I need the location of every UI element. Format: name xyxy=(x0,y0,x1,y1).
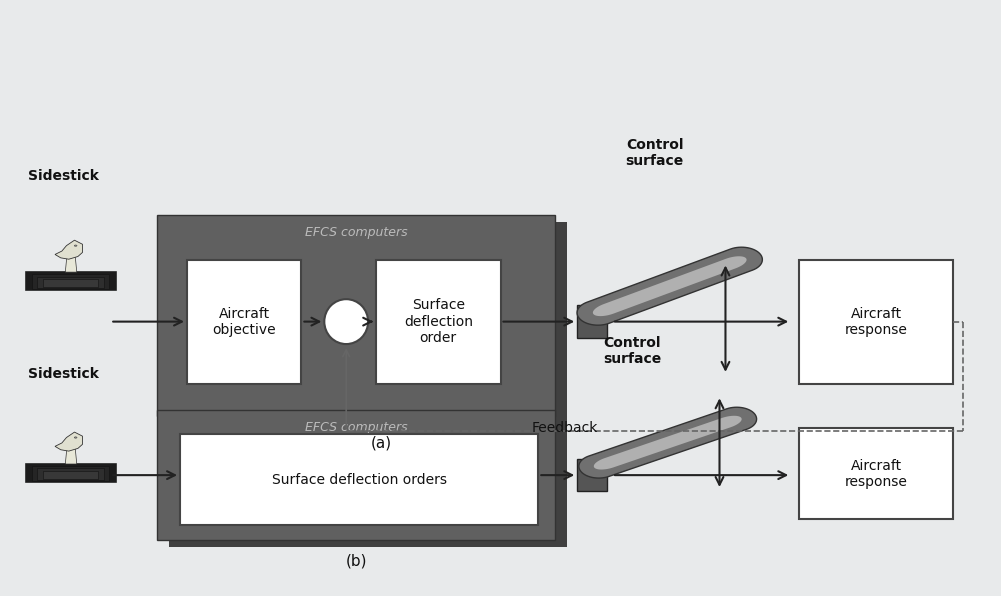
FancyBboxPatch shape xyxy=(578,459,607,491)
Polygon shape xyxy=(43,471,98,479)
FancyBboxPatch shape xyxy=(169,222,568,423)
FancyBboxPatch shape xyxy=(799,260,953,384)
FancyBboxPatch shape xyxy=(376,260,500,384)
Text: Aircraft
objective: Aircraft objective xyxy=(212,306,276,337)
Text: Control
surface: Control surface xyxy=(603,336,661,366)
Polygon shape xyxy=(37,277,104,288)
Polygon shape xyxy=(43,279,98,287)
Ellipse shape xyxy=(74,437,77,438)
Ellipse shape xyxy=(324,299,368,344)
Text: EFCS computers: EFCS computers xyxy=(305,421,407,434)
Ellipse shape xyxy=(74,245,77,246)
Text: Surface
deflection
order: Surface deflection order xyxy=(403,299,472,345)
Text: Surface deflection orders: Surface deflection orders xyxy=(271,473,446,486)
Polygon shape xyxy=(32,274,109,289)
Text: Sidestick: Sidestick xyxy=(28,367,98,381)
Text: (b): (b) xyxy=(345,553,367,568)
Polygon shape xyxy=(55,432,82,451)
Polygon shape xyxy=(55,240,82,259)
FancyBboxPatch shape xyxy=(169,417,568,547)
FancyBboxPatch shape xyxy=(578,305,607,338)
Polygon shape xyxy=(37,468,104,480)
Text: (a): (a) xyxy=(370,435,391,450)
Polygon shape xyxy=(578,247,763,325)
FancyBboxPatch shape xyxy=(187,260,301,384)
Polygon shape xyxy=(593,256,747,316)
FancyBboxPatch shape xyxy=(799,428,953,520)
Polygon shape xyxy=(65,254,77,272)
Polygon shape xyxy=(25,463,116,482)
Polygon shape xyxy=(32,466,109,481)
Polygon shape xyxy=(65,446,77,464)
Text: Aircraft
response: Aircraft response xyxy=(845,458,908,489)
Text: Control
surface: Control surface xyxy=(626,138,684,168)
Text: Aircraft
response: Aircraft response xyxy=(845,306,908,337)
Polygon shape xyxy=(579,407,757,478)
Polygon shape xyxy=(594,416,742,470)
Text: EFCS computers: EFCS computers xyxy=(305,226,407,239)
FancyBboxPatch shape xyxy=(157,410,556,540)
FancyBboxPatch shape xyxy=(180,434,539,525)
FancyBboxPatch shape xyxy=(157,215,556,416)
Text: Sidestick: Sidestick xyxy=(28,169,98,183)
Text: Feedback: Feedback xyxy=(532,421,599,435)
Polygon shape xyxy=(25,271,116,290)
